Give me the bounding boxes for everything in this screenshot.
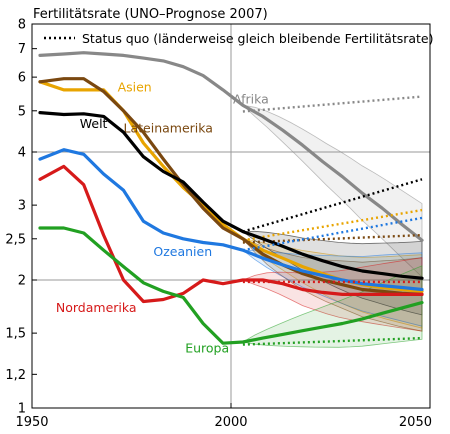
series-label-ozeanien: Ozeanien (153, 244, 212, 259)
x-tick-label: 2050 (399, 415, 432, 430)
x-tick-label: 1950 (15, 415, 48, 430)
y-tick-label: 3 (18, 199, 26, 214)
x-tick-label: 2000 (214, 415, 247, 430)
series-line-lateinamerika (38, 77, 424, 296)
y-tick-label: 2,5 (5, 232, 26, 247)
y-tick-label: 6 (18, 71, 26, 86)
series-label-asien: Asien (118, 80, 152, 95)
y-tick-label: 2 (18, 274, 26, 289)
y-tick-label: 1,2 (5, 368, 26, 383)
y-tick-label: 1,5 (5, 327, 26, 342)
axes: 1 1,2 1,5 2 2,5 3 4 5 6 7 8 1950 2000 2050 (5, 18, 432, 431)
series-label-europa: Europa (185, 341, 229, 356)
y-tick-label: 4 (18, 146, 26, 161)
y-tick-label: 7 (18, 42, 26, 57)
series-line-afrika (38, 51, 424, 242)
legend-status-quo-label: Status quo (länderweise gleich bleibende… (82, 31, 434, 46)
legend: Status quo (länderweise gleich bleibende… (44, 31, 434, 46)
series-label-welt: Welt (80, 116, 108, 131)
y-tick-label: 1 (18, 402, 26, 417)
series-line-nordamerika (38, 164, 424, 304)
y-tick-label: 8 (18, 18, 26, 33)
status-quo-line-asien (242, 208, 423, 242)
series-line-europa (38, 226, 424, 345)
status-quo-line-welt (242, 178, 423, 233)
series-line-welt (38, 110, 424, 280)
chart-title: Fertilitätsrate (UNO–Prognose 2007) (33, 7, 268, 22)
status-quo-line-ozeanien (242, 216, 423, 252)
series-label-nordamerika: Nordamerika (56, 300, 137, 315)
series-label-lateinamerika: Lateinamerika (124, 120, 213, 135)
series-group: Afrika Asien Lateinamerika Welt Ozeanien Nord… (38, 51, 424, 356)
series-label-afrika: Afrika (233, 92, 269, 107)
y-tick-label: 5 (18, 104, 26, 119)
